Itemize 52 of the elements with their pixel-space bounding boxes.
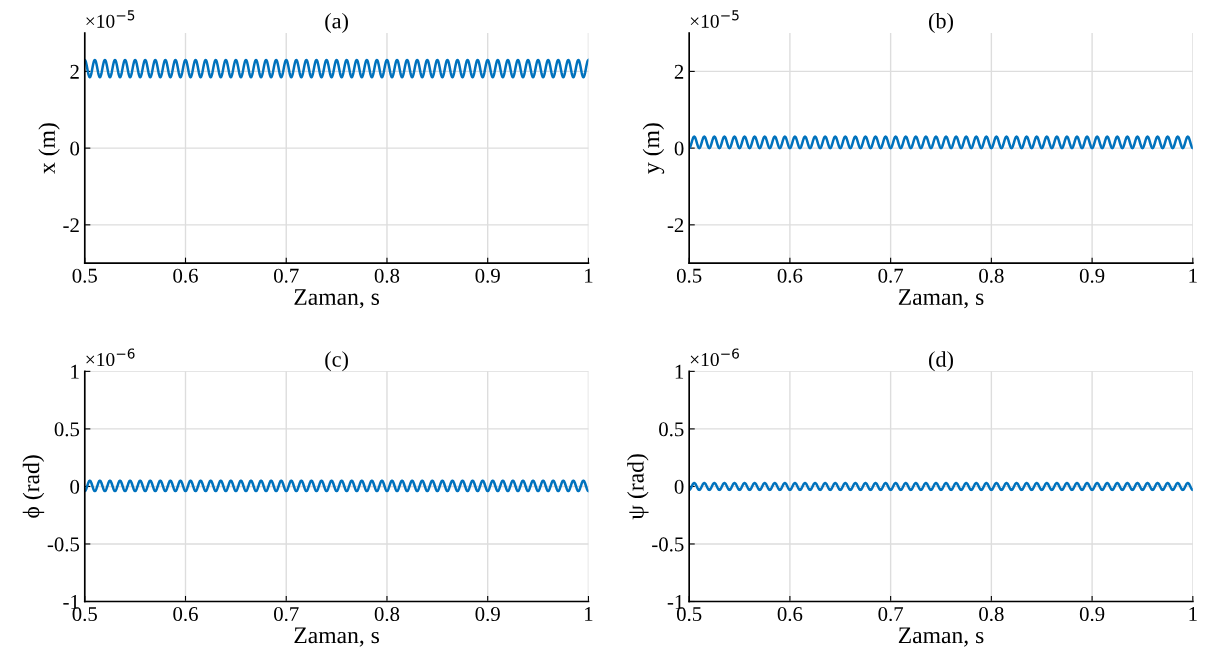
x-tick-label: 0.9 [475, 606, 500, 622]
x-tick-label: 0.9 [1079, 268, 1105, 283]
y-tick-label: 0.5 [54, 422, 80, 437]
y-tick-label: -0.5 [47, 537, 80, 552]
chart-title: (d) [929, 351, 953, 372]
y-tick-label: -2 [63, 218, 79, 233]
x-tick-label: 1 [1189, 607, 1197, 621]
y-tick-label: -2 [667, 218, 684, 233]
x-tick-label: 0.7 [878, 268, 904, 283]
x-tick-label: 0.6 [777, 268, 803, 283]
x-tick-label: 0.8 [374, 268, 400, 283]
x-axis-title: Zaman, s [294, 627, 380, 647]
y-tick-label: -0.5 [652, 537, 684, 552]
x-tick-label: 0.7 [878, 606, 904, 622]
x-tick-label: 1 [1189, 268, 1197, 283]
x-tick-label: 0.6 [777, 606, 803, 622]
text: ×10$^{−5}$ [86, 10, 135, 28]
x-tick-label: 1 [585, 268, 593, 283]
y-axis-title: ϕ (rad) [22, 455, 45, 518]
y-tick-label: 1 [675, 364, 684, 379]
y-axis-title: y (m) [642, 123, 665, 174]
text: ×10$^{−6}$ [86, 348, 135, 367]
y-tick-label: -1 [63, 594, 79, 609]
x-tick-label: 0.7 [274, 606, 299, 622]
x-axis-title: Zaman, s [898, 627, 984, 647]
y-tick-label: 1 [71, 364, 79, 379]
chart-title: (b) [929, 12, 953, 34]
x-tick-label: 0.8 [979, 606, 1004, 622]
x-tick-label: 1 [585, 607, 593, 621]
y-tick-label: 0 [674, 141, 684, 156]
x-tick-label: 0.7 [274, 268, 299, 283]
y-axis-title: ψ (rad) [627, 454, 649, 520]
y-tick-label: 0 [674, 479, 684, 494]
x-tick-label: 0.8 [979, 268, 1004, 283]
y-tick-label: 0 [70, 141, 80, 156]
x-axis-title: Zaman, s [294, 289, 380, 309]
y-tick-label: 2 [674, 64, 684, 79]
chart-title: (c) [325, 351, 348, 372]
y-tick-label: 0 [70, 479, 80, 494]
text: ×10$^{−6}$ [690, 348, 739, 367]
x-tick-label: 0.8 [374, 606, 400, 622]
x-tick-label: 0.9 [1079, 606, 1105, 622]
text: ×10$^{−5}$ [690, 10, 739, 28]
x-tick-label: 0.9 [475, 268, 500, 283]
y-tick-label: -1 [667, 594, 684, 609]
y-tick-label: 2 [70, 64, 79, 79]
chart-title: (a) [325, 12, 348, 34]
x-axis-title: Zaman, s [898, 289, 984, 309]
x-tick-label: 0.6 [173, 606, 198, 622]
y-tick-label: 0.5 [659, 422, 684, 437]
x-tick-label: 0.6 [173, 268, 198, 283]
y-axis-title: x (m) [38, 123, 60, 174]
